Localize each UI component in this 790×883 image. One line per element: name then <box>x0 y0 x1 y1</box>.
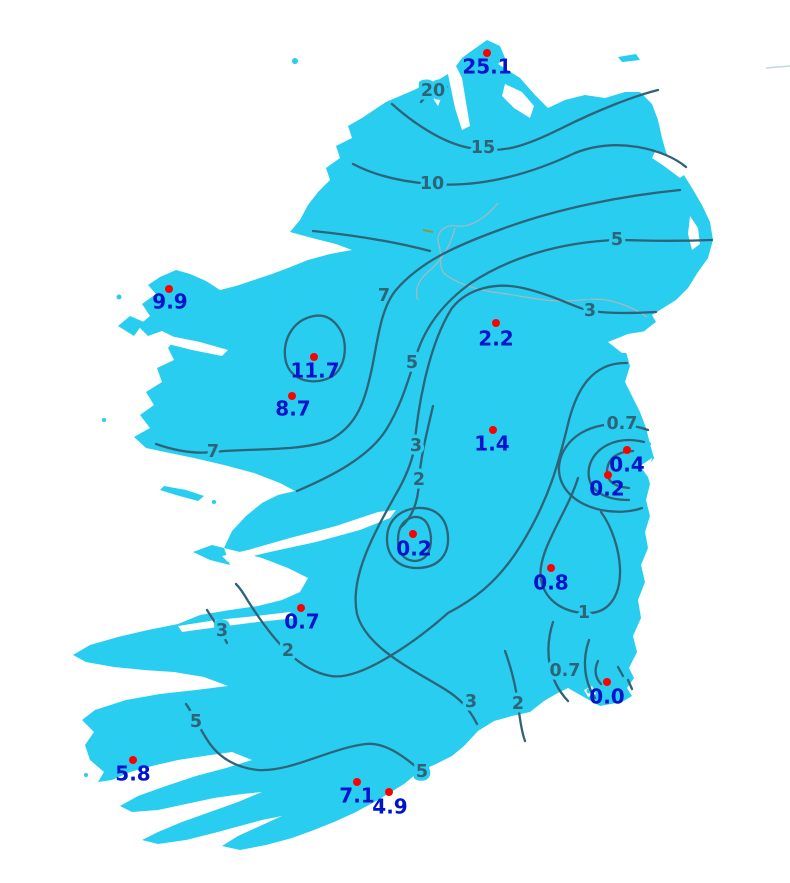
contour-0-2-center <box>396 515 433 563</box>
station-dot <box>129 756 137 764</box>
contour-3-main <box>354 284 658 726</box>
station-value-label: 0.7 <box>284 610 319 634</box>
contour-label: 1 <box>578 603 590 623</box>
station-value-label: 7.1 <box>339 784 374 808</box>
contour-7-north <box>311 229 432 253</box>
contour-label: 5 <box>611 230 623 250</box>
contour-10-loop <box>283 314 346 383</box>
contour-label: 15 <box>471 138 495 158</box>
station-dot <box>165 285 173 293</box>
station-value-label: 4.9 <box>372 795 407 819</box>
contour-label: 20 <box>421 81 445 101</box>
contour-label: 2 <box>512 694 524 714</box>
station-value-label: 0.4 <box>609 453 644 477</box>
station-dot <box>623 446 631 454</box>
station-value-label: 5.8 <box>115 762 150 786</box>
station-dot <box>483 49 491 57</box>
small-marsh-mark <box>422 229 434 233</box>
station-layer: 25.19.911.78.72.21.40.40.20.20.80.70.05.… <box>115 49 645 819</box>
contour-0-7-east <box>557 423 650 513</box>
contour-label: 3 <box>584 301 596 321</box>
station-value-label: 0.8 <box>533 571 568 595</box>
contour-label: 0.7 <box>549 661 580 681</box>
contour-5-main <box>295 238 714 493</box>
contour-20 <box>419 85 449 104</box>
station-value-label: 11.7 <box>290 359 339 383</box>
contour-se-dash-1 <box>616 665 625 678</box>
contour-label: 3 <box>410 436 422 456</box>
contour-0-5-center <box>385 506 450 570</box>
contour-2-main <box>234 361 629 678</box>
contour-label: 3 <box>465 692 477 712</box>
contour-label: 5 <box>416 762 428 782</box>
contour-label: 0.7 <box>606 414 637 434</box>
station-dot <box>604 471 612 479</box>
contour-label: 5 <box>190 712 202 732</box>
contour-label: 3 <box>216 621 228 641</box>
islands <box>84 54 651 777</box>
station-dot <box>603 678 611 686</box>
station-value-label: 0.2 <box>589 477 624 501</box>
station-dot <box>492 319 500 327</box>
contour-1 <box>539 476 622 615</box>
station-value-label: 2.2 <box>478 327 513 351</box>
contour-label: 10 <box>420 174 444 194</box>
station-value-label: 8.7 <box>275 397 310 421</box>
contour-label: 2 <box>282 641 294 661</box>
station-value-label: 0.2 <box>396 537 431 561</box>
contour-label-layer: 20 15 10 5 3 7 5 3 2 7 0.7 1 2 3 0.7 2 3 5 5 <box>186 78 641 786</box>
station-dot <box>385 788 393 796</box>
contour-3-southwest <box>205 608 229 645</box>
station-dot <box>409 530 417 538</box>
station-value-label: 25.1 <box>462 55 511 79</box>
contour-lines <box>154 85 714 773</box>
station-value-label: 9.9 <box>152 290 187 314</box>
contour-label: 7 <box>207 442 219 462</box>
contour-2-south <box>503 649 527 743</box>
station-dot <box>489 426 497 434</box>
contour-0-7-se <box>547 620 570 703</box>
contour-0-5-se <box>583 638 597 700</box>
contour-15 <box>390 88 660 152</box>
station-value-label: 1.4 <box>474 432 509 456</box>
internal-borders <box>415 65 790 318</box>
coastline <box>73 40 713 850</box>
contour-se-dash-2 <box>626 678 634 691</box>
contour-0-2-east <box>605 449 635 490</box>
contour-7 <box>154 188 682 454</box>
station-dot <box>547 564 555 572</box>
contour-label: 5 <box>406 353 418 373</box>
contour-10 <box>351 144 688 186</box>
station-dot <box>353 778 361 786</box>
contour-5-south <box>184 702 423 773</box>
station-value-label: 0.0 <box>589 685 624 709</box>
station-dot <box>310 353 318 361</box>
contour-0-5-east <box>587 439 646 502</box>
station-dot <box>297 604 305 612</box>
contour-label: 2 <box>413 470 425 490</box>
ireland-landmass <box>73 40 713 850</box>
scotland-coast-fragment <box>765 65 790 69</box>
contour-label: 7 <box>378 286 390 306</box>
station-dot <box>288 392 296 400</box>
contour-0-2-se <box>594 659 603 686</box>
